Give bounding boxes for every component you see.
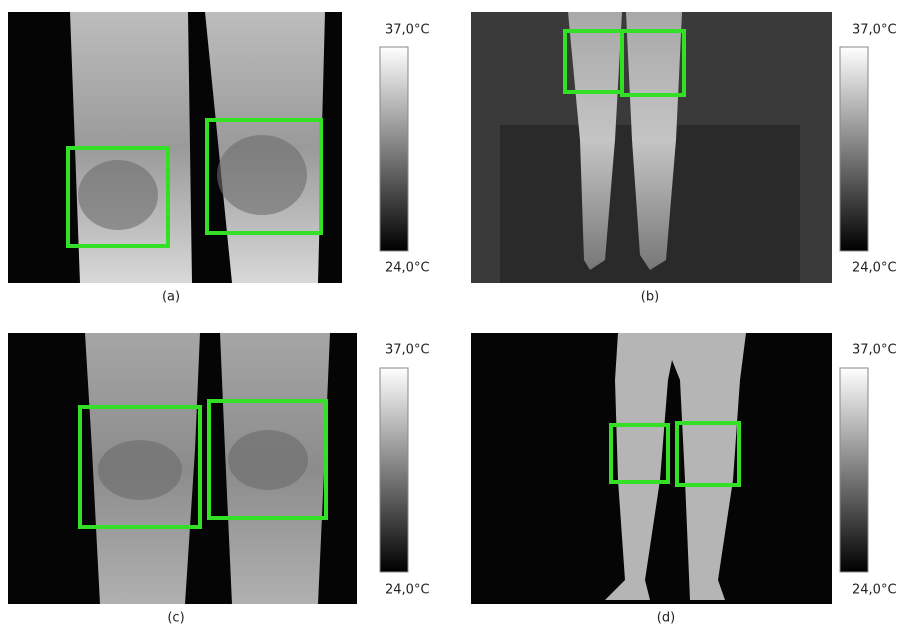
scale-max: 37,0°C: [852, 343, 897, 358]
knee: [78, 160, 158, 230]
panel-label: (b): [641, 290, 659, 305]
panel-label: (a): [162, 290, 180, 305]
panel-d: 37,0°C 24,0°C (d): [471, 333, 897, 626]
figure: 37,0°C 24,0°C (a) 37,0°C 24,0°C (b) 37,0…: [0, 0, 906, 628]
color-scale: [840, 47, 868, 251]
scale-min: 24,0°C: [852, 583, 897, 598]
panel-label: (d): [657, 611, 675, 626]
panel-c: 37,0°C 24,0°C (c): [8, 333, 430, 626]
knee: [98, 440, 182, 500]
scale-max: 37,0°C: [852, 23, 897, 38]
scale-min: 24,0°C: [385, 261, 430, 276]
scale-max: 37,0°C: [385, 23, 430, 38]
knee: [217, 135, 307, 215]
color-scale: [380, 368, 408, 572]
panel-b: 37,0°C 24,0°C (b): [471, 12, 897, 305]
scale-min: 24,0°C: [385, 583, 430, 598]
panel-label: (c): [167, 611, 184, 626]
scale-max: 37,0°C: [385, 343, 430, 358]
panel-a: 37,0°C 24,0°C (a): [8, 12, 430, 305]
scale-min: 24,0°C: [852, 261, 897, 276]
color-scale: [840, 368, 868, 572]
color-scale: [380, 47, 408, 251]
knee: [228, 430, 308, 490]
